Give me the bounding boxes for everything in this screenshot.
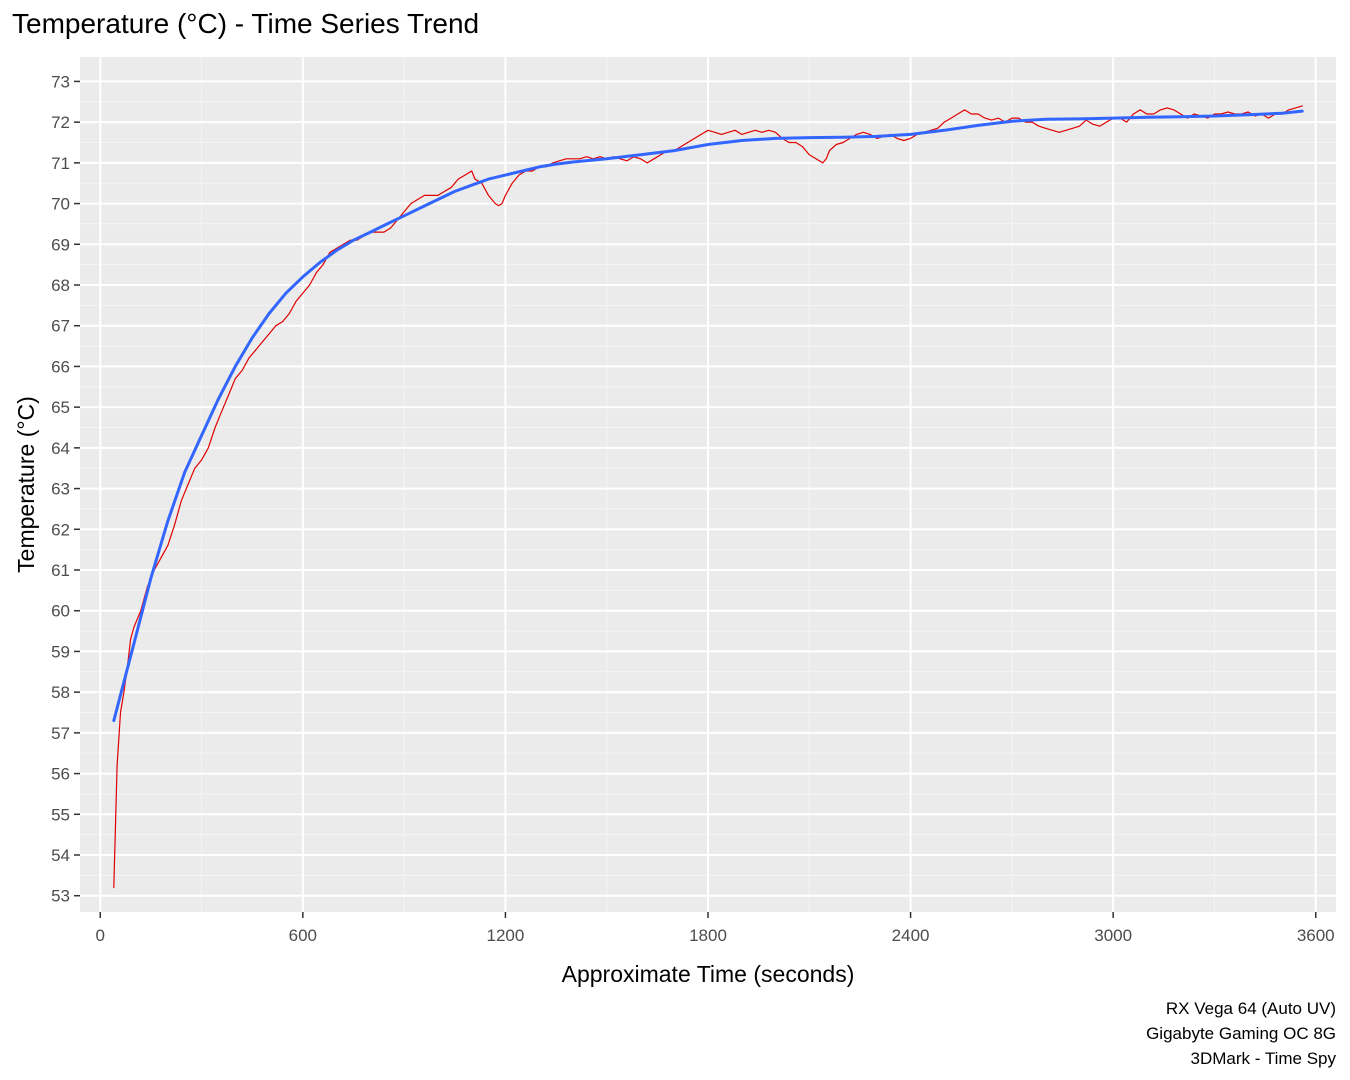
y-tick-label: 56 xyxy=(51,765,70,784)
y-tick-label: 68 xyxy=(51,276,70,295)
grid-major xyxy=(80,57,1336,912)
x-tick-label: 3000 xyxy=(1094,926,1132,945)
y-axis-title: Temperature (°C) xyxy=(13,396,39,573)
y-tick-label: 73 xyxy=(51,72,70,91)
y-tick-label: 58 xyxy=(51,683,70,702)
x-tick-label: 1200 xyxy=(487,926,525,945)
y-tick-label: 59 xyxy=(51,642,70,661)
caption-line-benchmark: 3DMark - Time Spy xyxy=(1190,1049,1336,1068)
series-layer xyxy=(112,105,1304,889)
y-tick-label: 67 xyxy=(51,317,70,336)
y-tick-label: 53 xyxy=(51,887,70,906)
y-tick-label: 71 xyxy=(51,154,70,173)
series-line-raw xyxy=(113,105,1303,889)
x-tick-label: 1800 xyxy=(689,926,727,945)
x-tick-label: 3600 xyxy=(1297,926,1335,945)
y-tick-label: 62 xyxy=(51,520,70,539)
y-axis-ticks: 53 54 55 56 57 58 59 60 61 62 63 64 65 66 67 68 69 70 71 72… xyxy=(51,72,80,906)
y-tick-label: 64 xyxy=(51,439,70,458)
chart-caption: RX Vega 64 (Auto UV) Gigabyte Gaming OC … xyxy=(1146,996,1336,1071)
y-tick-label: 65 xyxy=(51,398,70,417)
y-tick-label: 72 xyxy=(51,113,70,132)
y-tick-label: 54 xyxy=(51,846,70,865)
series-line-trend xyxy=(112,109,1304,723)
x-tick-label: 0 xyxy=(96,926,105,945)
y-tick-label: 61 xyxy=(51,561,70,580)
caption-line-card: Gigabyte Gaming OC 8G xyxy=(1146,1024,1336,1043)
caption-line-gpu: RX Vega 64 (Auto UV) xyxy=(1165,999,1336,1018)
y-tick-label: 57 xyxy=(51,724,70,743)
y-tick-label: 70 xyxy=(51,195,70,214)
x-tick-label: 600 xyxy=(289,926,317,945)
x-axis-ticks: 0 600 1200 1800 2400 3000 3600 xyxy=(96,912,1335,945)
y-tick-label: 69 xyxy=(51,235,70,254)
y-tick-label: 66 xyxy=(51,357,70,376)
y-tick-label: 55 xyxy=(51,805,70,824)
y-tick-label: 60 xyxy=(51,602,70,621)
x-axis-title: Approximate Time (seconds) xyxy=(562,961,855,987)
y-tick-label: 63 xyxy=(51,480,70,499)
x-tick-label: 2400 xyxy=(892,926,930,945)
chart-title: Temperature (°C) - Time Series Trend xyxy=(12,8,480,39)
